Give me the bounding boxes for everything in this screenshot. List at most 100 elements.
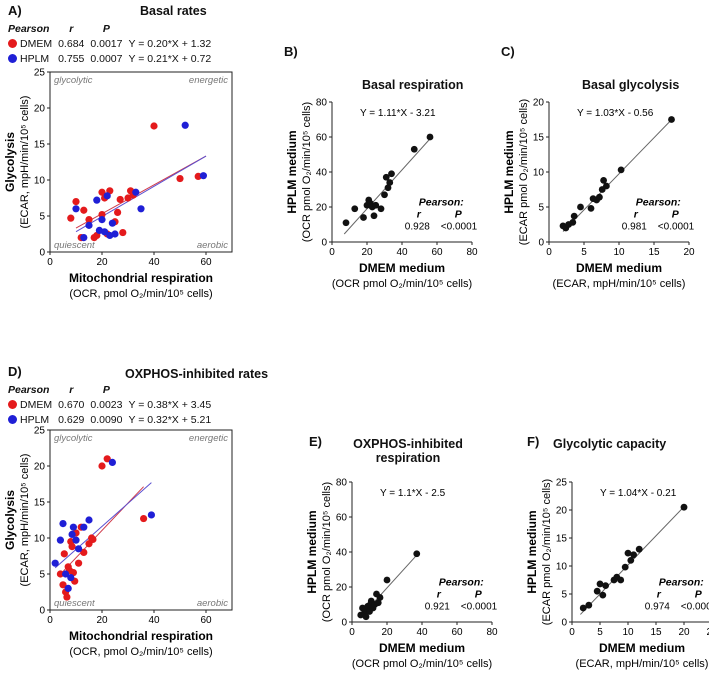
legend-p-head: P xyxy=(102,384,110,396)
data-point-hplm xyxy=(111,230,119,238)
y-tick-label: 10 xyxy=(533,168,545,179)
data-point-hplm xyxy=(199,172,207,180)
data-point xyxy=(360,214,367,221)
x-tick-label: 40 xyxy=(396,247,408,258)
x-axis-subtitle: (ECAR, mpH/min/10⁵ cells) xyxy=(553,278,686,290)
data-point-hplm xyxy=(62,570,70,578)
data-point xyxy=(376,594,384,601)
panel-b-title: Basal respiration xyxy=(362,78,464,92)
x-tick-label: 20 xyxy=(96,615,108,626)
data-point xyxy=(382,173,390,181)
y-tick-label: 15 xyxy=(556,534,568,545)
pearson-p-value: <0.0001 xyxy=(658,222,695,233)
x-tick-label: 0 xyxy=(47,615,53,626)
data-point-hplm xyxy=(64,584,72,592)
x-tick-label: 10 xyxy=(622,627,634,638)
legend-pearson-head: Pearson xyxy=(8,23,50,35)
data-point xyxy=(593,587,601,595)
data-point xyxy=(383,576,391,584)
y-tick-label: 80 xyxy=(336,478,348,489)
legend-pearson-head: Pearson xyxy=(8,384,50,396)
data-point xyxy=(381,191,388,199)
pearson-r-head: r xyxy=(657,589,662,601)
panel-e-title-line1: OXPHOS-inhibited xyxy=(353,437,463,451)
data-point-hplm xyxy=(75,545,83,553)
data-point-hplm xyxy=(132,188,140,196)
x-axis-title: Mitochondrial respiration xyxy=(69,271,213,285)
x-tick-label: 20 xyxy=(683,247,695,258)
pearson-label: Pearson: xyxy=(419,197,464,209)
data-point-hplm xyxy=(72,536,80,544)
plot-frame xyxy=(49,429,233,611)
x-tick-label: 10 xyxy=(613,247,625,258)
x-axis-subtitle: (ECAR, mpH/min/10⁵ cells) xyxy=(576,658,709,670)
data-point xyxy=(596,580,604,588)
data-point xyxy=(570,212,578,220)
data-point xyxy=(372,201,380,209)
data-point xyxy=(569,219,577,226)
pearson-r-value: 0.981 xyxy=(622,222,647,233)
x-tick-label: 0 xyxy=(329,247,335,258)
data-point xyxy=(617,576,625,584)
data-point-dmem xyxy=(68,543,76,551)
pearson-r-head: r xyxy=(437,589,442,601)
data-point-hplm xyxy=(67,574,75,582)
data-point xyxy=(388,170,395,178)
y-tick-label: 25 xyxy=(34,68,46,79)
y-tick-label: 15 xyxy=(34,498,46,509)
data-point xyxy=(342,219,350,227)
legend-r: 0.755 xyxy=(58,53,85,65)
panel-f-title: Glycolytic capacity xyxy=(553,437,667,451)
x-axis-title: DMEM medium xyxy=(576,261,662,275)
y-axis-title: HPLM medium xyxy=(502,130,516,213)
x-tick-label: 0 xyxy=(349,627,355,638)
x-tick-label: 15 xyxy=(648,247,660,258)
fit-equation: Y = 1.11*X - 3.21 xyxy=(360,108,436,119)
quadrant-label-glycolytic: glycolytic xyxy=(54,75,93,86)
pearson-p-head: P xyxy=(475,589,483,601)
x-axis-title: DMEM medium xyxy=(599,641,685,655)
x-tick-label: 20 xyxy=(361,247,373,258)
y-tick-label: 0 xyxy=(39,606,45,617)
legend-header: Pearson r P xyxy=(8,383,217,398)
data-point xyxy=(374,599,382,607)
panel-d-title: OXPHOS-inhibited rates xyxy=(125,367,269,381)
data-point-dmem xyxy=(119,228,127,237)
legend-p: 0.0090 xyxy=(90,414,123,426)
y-tick-label: 15 xyxy=(34,140,46,151)
y-axis-title: HPLM medium xyxy=(285,130,299,213)
quadrant-label-quiescent: quiescent xyxy=(54,598,95,609)
legend-header: Pearson r P xyxy=(8,22,217,37)
data-point xyxy=(621,563,629,571)
data-point xyxy=(627,557,635,564)
data-point-hplm xyxy=(108,219,116,227)
data-point-dmem xyxy=(67,214,75,222)
x-axis-title: DMEM medium xyxy=(379,641,465,655)
legend-r-head: r xyxy=(69,384,74,396)
x-tick-label: 25 xyxy=(706,627,709,638)
x-tick-label: 40 xyxy=(148,257,160,268)
y-tick-label: 5 xyxy=(39,212,45,223)
quadrant-label-aerobic: aerobic xyxy=(197,598,228,609)
data-point-hplm xyxy=(98,216,106,224)
pearson-label: Pearson: xyxy=(439,577,484,589)
legend-eq: Y = 0.32*X + 5.21 xyxy=(128,414,212,426)
hplm-marker-icon xyxy=(8,415,17,424)
data-point-dmem xyxy=(63,593,71,601)
y-axis-subtitle: (OCR pmol O₂/min/10⁵ cells) xyxy=(301,102,313,242)
chart-oxphos-inhibited-rates: 0 20 40 60 0 5 10 15 20 25 Mitochondrial respirati… xyxy=(3,426,233,658)
fit-line xyxy=(562,119,672,232)
x-tick-label: 40 xyxy=(148,615,160,626)
data-point-dmem xyxy=(56,570,64,578)
y-tick-label: 60 xyxy=(316,133,328,144)
x-tick-label: 20 xyxy=(678,627,690,638)
quadrant-label-energetic: energetic xyxy=(189,75,228,86)
data-point-hplm xyxy=(68,530,76,538)
data-point-dmem xyxy=(116,195,124,204)
panel-label-f: F) xyxy=(527,434,540,449)
data-point-dmem xyxy=(98,188,106,196)
data-point-hplm xyxy=(51,559,59,567)
data-point-dmem xyxy=(140,514,148,523)
y-tick-label: 60 xyxy=(336,513,348,524)
panel-label-e: E) xyxy=(309,434,322,449)
